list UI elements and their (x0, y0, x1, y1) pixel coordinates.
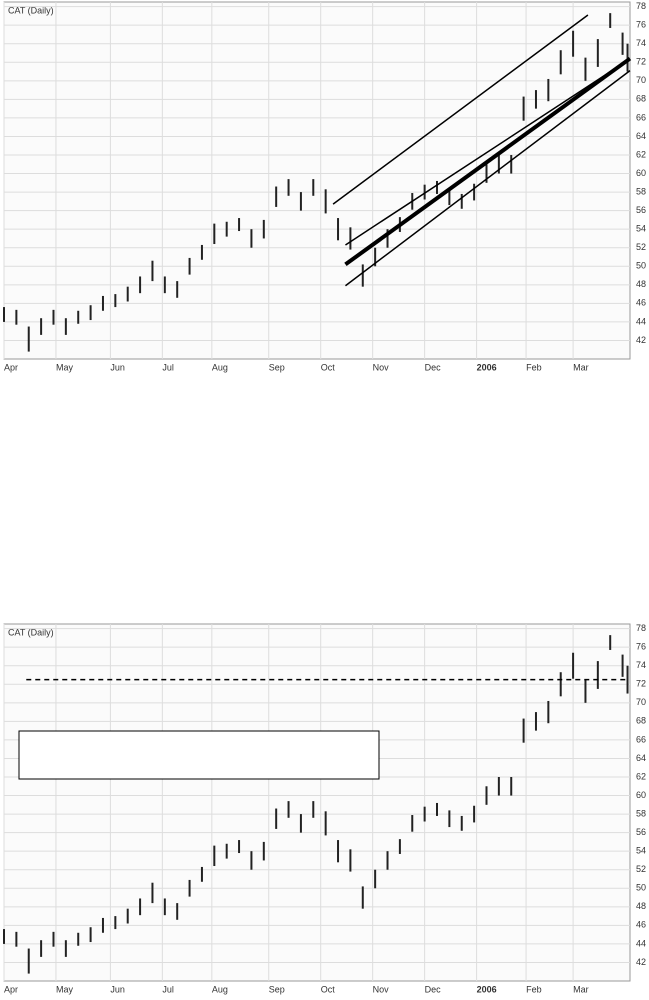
x-tick-label: Mar (573, 984, 589, 994)
y-tick-label: 64 (636, 131, 646, 141)
trend-line (332, 14, 589, 205)
x-tick-label: Apr (4, 984, 18, 994)
y-tick-label: 76 (636, 642, 646, 652)
y-tick-label: 52 (636, 242, 646, 252)
y-tick-label: 60 (636, 168, 646, 178)
y-tick-label: 54 (636, 846, 646, 856)
trend-line (345, 66, 619, 246)
y-tick-label: 62 (636, 771, 646, 781)
trend-line (345, 70, 631, 287)
y-tick-label: 42 (636, 335, 646, 345)
x-tick-label: May (56, 984, 74, 994)
y-tick-label: 48 (636, 279, 646, 289)
x-tick-label: Dec (425, 362, 442, 372)
y-tick-label: 78 (636, 1, 646, 11)
x-tick-label: Oct (321, 984, 336, 994)
y-tick-label: 58 (636, 808, 646, 818)
x-tick-label: Oct (321, 362, 336, 372)
y-tick-label: 66 (636, 112, 646, 122)
plot-frame (3, 623, 631, 982)
y-tick-label: 68 (636, 716, 646, 726)
y-tick-label: 50 (636, 261, 646, 271)
y-tick-label: 70 (636, 697, 646, 707)
y-tick-label: 50 (636, 883, 646, 893)
x-tick-label: Sep (269, 984, 285, 994)
x-tick-label: Jun (110, 984, 125, 994)
x-tick-label: 2006 (477, 362, 497, 372)
x-tick-label: Jun (110, 362, 125, 372)
y-tick-label: 72 (636, 679, 646, 689)
y-tick-label: 58 (636, 186, 646, 196)
y-tick-label: 74 (636, 38, 646, 48)
chart: CAT (Daily) 42 44 46 48 50 52 54 56 58 60 62 64 66 68… (3, 1, 646, 372)
chart-title: CAT (Daily) (8, 627, 54, 637)
x-tick-label: Nov (373, 362, 390, 372)
y-tick-label: 78 (636, 623, 646, 633)
y-tick-label: 68 (636, 94, 646, 104)
chart: CAT (Daily) 42 44 46 48 50 52 54 56 58 60 62 64 66 68… (3, 623, 646, 994)
annotation-box (18, 730, 380, 780)
y-tick-label: 44 (636, 316, 646, 326)
y-tick-label: 70 (636, 75, 646, 85)
y-tick-label: 46 (636, 298, 646, 308)
x-tick-label: Mar (573, 362, 589, 372)
y-tick-label: 52 (636, 864, 646, 874)
x-tick-label: Jul (162, 984, 174, 994)
x-tick-label: Dec (425, 984, 442, 994)
y-tick-label: 46 (636, 920, 646, 930)
y-tick-label: 44 (636, 938, 646, 948)
x-tick-label: Apr (4, 362, 18, 372)
x-tick-label: Jul (162, 362, 174, 372)
y-tick-label: 56 (636, 205, 646, 215)
x-tick-label: Feb (526, 984, 542, 994)
x-tick-label: 2006 (477, 984, 497, 994)
y-tick-label: 64 (636, 753, 646, 763)
y-tick-label: 48 (636, 901, 646, 911)
y-tick-label: 66 (636, 734, 646, 744)
y-tick-label: 62 (636, 149, 646, 159)
x-tick-label: Aug (212, 362, 228, 372)
x-tick-label: Sep (269, 362, 285, 372)
x-tick-label: Nov (373, 984, 390, 994)
x-tick-label: May (56, 362, 74, 372)
trend-line (344, 56, 632, 267)
x-tick-label: Aug (212, 984, 228, 994)
y-tick-label: 42 (636, 957, 646, 967)
y-tick-label: 76 (636, 20, 646, 30)
y-tick-label: 54 (636, 224, 646, 234)
y-tick-label: 56 (636, 827, 646, 837)
x-tick-label: Feb (526, 362, 542, 372)
chart-title: CAT (Daily) (8, 5, 54, 15)
y-tick-label: 72 (636, 57, 646, 67)
y-tick-label: 60 (636, 790, 646, 800)
y-tick-label: 74 (636, 660, 646, 670)
plot-frame (3, 1, 631, 360)
